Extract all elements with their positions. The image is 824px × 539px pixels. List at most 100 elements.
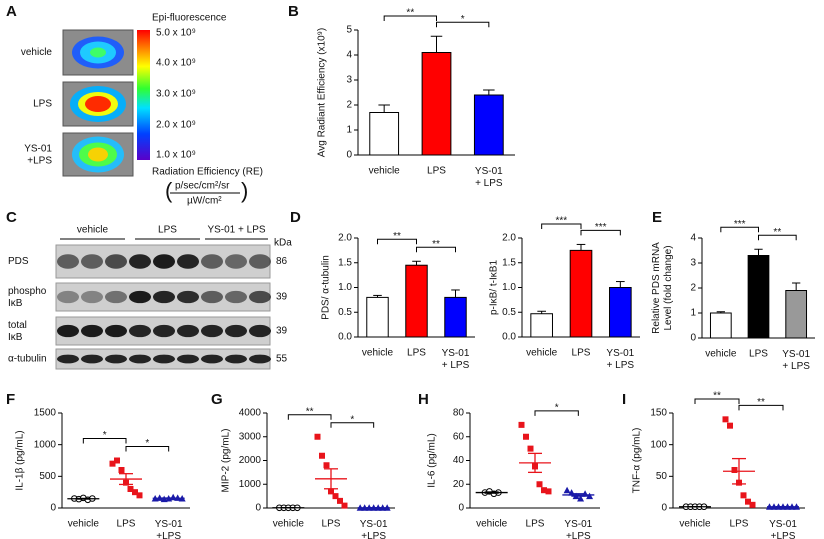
- y-axis-label: IL-1β (pg/mL): [15, 430, 26, 490]
- bar: [369, 112, 400, 156]
- significance-label: **: [393, 231, 401, 242]
- data-point: [109, 460, 116, 467]
- y-tick-label: 80: [453, 408, 465, 419]
- x-tick-label: YS-01 +LPS: [564, 519, 592, 539]
- y-tick-label: 3: [346, 75, 352, 86]
- x-tick-label: LPS: [427, 166, 446, 177]
- data-point: [341, 502, 348, 509]
- band: [81, 354, 103, 364]
- band: [177, 254, 199, 269]
- band: [153, 354, 175, 364]
- band: [105, 254, 127, 269]
- significance-bracket: [534, 410, 579, 416]
- x-tick-label: LPS: [526, 519, 545, 530]
- row-label: LPS: [33, 99, 52, 110]
- y-tick-label: 5: [346, 25, 352, 36]
- y-tick-label: 100: [650, 439, 667, 450]
- significance-bracket: [416, 246, 456, 253]
- y-tick-label: 0: [346, 150, 352, 161]
- unit-label: kDa: [274, 238, 292, 249]
- colorbar-tick-label: 5.0 x 10⁹: [156, 28, 196, 39]
- data-point: [314, 433, 321, 440]
- x-tick-label: YS-01 + LPS: [782, 349, 810, 372]
- panel-label: F: [6, 391, 15, 408]
- significance-bracket: [758, 234, 797, 241]
- y-tick-label: 4000: [239, 408, 262, 419]
- y-tick-label: 2.0: [338, 233, 352, 244]
- band: [153, 290, 175, 304]
- colorbar-tick-label: 1.0 x 10⁹: [156, 150, 196, 161]
- y-tick-label: 1000: [34, 439, 57, 450]
- band: [153, 254, 175, 269]
- data-point: [586, 492, 594, 500]
- panel-label: C: [6, 209, 17, 226]
- significance-bracket: [720, 226, 759, 233]
- data-point: [332, 493, 339, 500]
- x-tick-label: LPS: [407, 348, 426, 359]
- x-tick-label: vehicle: [705, 349, 737, 360]
- significance-label: *: [461, 14, 465, 25]
- band: [81, 290, 103, 304]
- y-tick-label: 4: [690, 233, 696, 244]
- y-tick-label: 500: [39, 471, 56, 482]
- significance-label: **: [773, 227, 781, 238]
- y-tick-label: 40: [453, 455, 465, 466]
- colorbar-unit: µW/cm²: [187, 196, 222, 207]
- bar: [405, 264, 428, 338]
- band: [129, 254, 151, 269]
- y-tick-label: 1.5: [338, 257, 352, 268]
- y-tick-label: 2: [346, 100, 352, 111]
- significance-label: *: [350, 414, 354, 425]
- bar: [366, 296, 389, 338]
- panel-label: I: [622, 391, 626, 408]
- band: [249, 254, 271, 269]
- data-point: [536, 481, 543, 488]
- bar: [747, 255, 770, 339]
- significance-label: *: [555, 403, 559, 414]
- panel-label: D: [290, 209, 301, 226]
- x-tick-label: vehicle: [476, 519, 508, 530]
- x-tick-label: vehicle: [362, 348, 394, 359]
- y-axis-label: p-IκB/ t-IκB1: [489, 260, 500, 315]
- data-point: [518, 421, 525, 428]
- colorbar-tick-label: 4.0 x 10⁹: [156, 58, 196, 69]
- y-tick-label: 0.5: [502, 307, 516, 318]
- kda-label: 86: [276, 256, 288, 267]
- y-tick-label: 150: [650, 408, 667, 419]
- group-label: YS-01 + LPS: [207, 225, 265, 236]
- y-tick-label: 50: [656, 471, 668, 482]
- kda-label: 39: [276, 292, 288, 303]
- band: [249, 290, 271, 304]
- band: [105, 290, 127, 304]
- x-tick-label: LPS: [322, 519, 341, 530]
- significance-label: *: [145, 438, 149, 449]
- band: [225, 324, 247, 338]
- significance-bracket: [436, 21, 490, 28]
- data-point: [114, 457, 120, 464]
- bar: [421, 52, 452, 156]
- signal: [85, 96, 111, 112]
- band: [249, 324, 271, 338]
- y-tick-label: 1: [690, 308, 696, 319]
- band: [57, 290, 79, 304]
- signal: [90, 47, 106, 58]
- colorbar-caption: Radiation Efficiency (RE): [152, 167, 263, 178]
- y-tick-label: 0: [458, 503, 464, 514]
- y-tick-label: 0.5: [338, 307, 352, 318]
- band: [105, 354, 127, 364]
- significance-label: ***: [555, 216, 567, 227]
- panel-label: G: [211, 391, 223, 408]
- data-point: [127, 486, 134, 492]
- bar: [473, 94, 504, 156]
- data-point: [727, 422, 733, 429]
- data-point: [132, 489, 138, 496]
- colorbar-unit: p/sec/cm²/sr: [175, 181, 230, 192]
- bar: [709, 312, 732, 339]
- data-point: [577, 495, 585, 502]
- band: [225, 254, 247, 269]
- blot-label: phospho IκB: [8, 286, 47, 309]
- band: [105, 324, 127, 338]
- band: [201, 324, 223, 338]
- y-tick-label: 2000: [239, 455, 262, 466]
- x-tick-label: YS-01 + LPS: [475, 166, 503, 189]
